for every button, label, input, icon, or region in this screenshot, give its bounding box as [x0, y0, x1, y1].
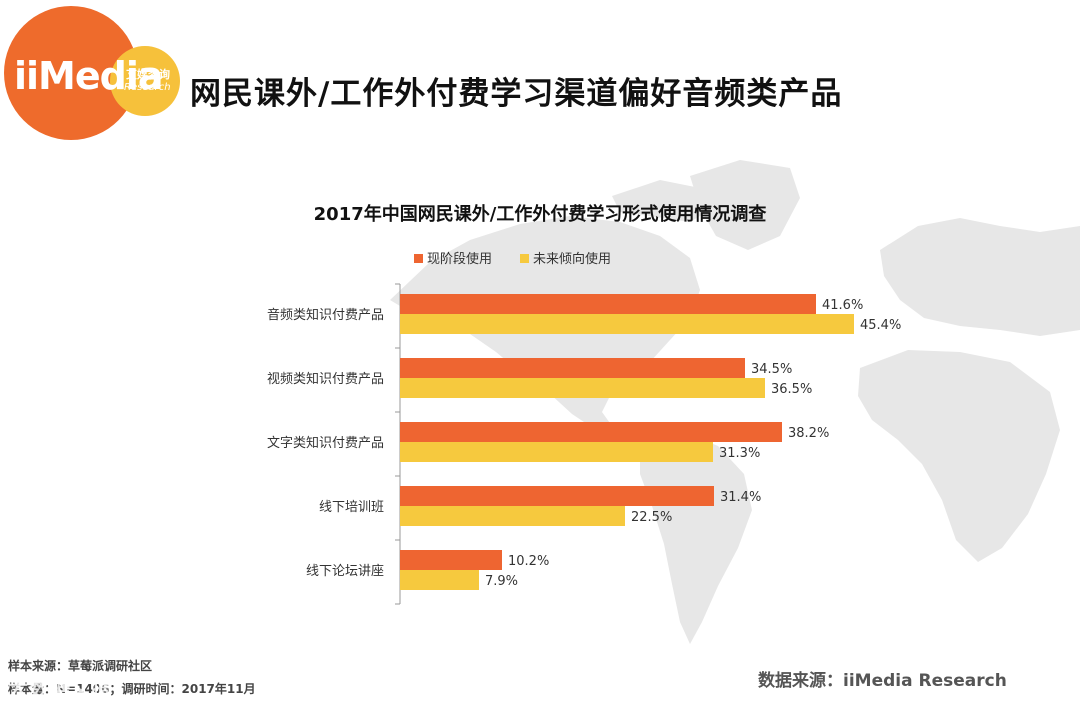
- sample-source: 样本来源：草莓派调研社区: [8, 659, 153, 673]
- value-label-0-1: 45.4%: [860, 318, 901, 333]
- logo-research: Research: [124, 82, 171, 93]
- value-label-4-0: 10.2%: [508, 554, 549, 569]
- category-label-2: 文字类知识付费产品: [267, 435, 384, 451]
- watermark-text: 大数据文摘: [8, 676, 113, 700]
- bar-2-0: [400, 422, 782, 442]
- bar-0-0: [400, 294, 816, 314]
- value-label-2-1: 31.3%: [719, 446, 760, 461]
- bar-1-0: [400, 358, 745, 378]
- bar-4-0: [400, 550, 502, 570]
- category-label-0: 音频类知识付费产品: [267, 307, 384, 323]
- bar-4-1: [400, 570, 479, 590]
- legend-label-1: 未来倾向使用: [533, 251, 611, 267]
- legend-label-0: 现阶段使用: [427, 251, 492, 267]
- chart-title: 2017年中国网民课外/工作外付费学习形式使用情况调查: [313, 204, 767, 225]
- value-label-2-0: 38.2%: [788, 426, 829, 441]
- legend-swatch-1: [520, 254, 529, 263]
- value-label-3-1: 22.5%: [631, 510, 672, 525]
- page-title: 网民课外/工作外付费学习渠道偏好音频类产品: [190, 76, 843, 112]
- iimedia-logo: iiMedia 艾媒咨询 Research: [0, 0, 190, 150]
- value-label-4-1: 7.9%: [485, 574, 518, 589]
- value-label-0-0: 41.6%: [822, 298, 863, 313]
- value-label-3-0: 31.4%: [720, 490, 761, 505]
- sample-size: 样本量：N=1406；调研时间：2017年11月: [8, 682, 256, 696]
- value-label-1-0: 34.5%: [751, 362, 792, 377]
- bar-2-1: [400, 442, 713, 462]
- bar-3-1: [400, 506, 625, 526]
- bar-1-1: [400, 378, 765, 398]
- logo-yellow-circle: [110, 46, 180, 116]
- logo-wordmark: iiMedia: [14, 54, 164, 98]
- data-source: 数据来源：iiMedia Research: [758, 671, 1007, 691]
- category-label-4: 线下论坛讲座: [306, 564, 384, 579]
- bar-0-1: [400, 314, 854, 334]
- legend-swatch-0: [414, 254, 423, 263]
- category-label-3: 线下培训班: [319, 499, 384, 515]
- category-label-1: 视频类知识付费产品: [267, 371, 384, 387]
- logo-cn-name: 艾媒咨询: [126, 68, 170, 81]
- bar-3-0: [400, 486, 714, 506]
- value-label-1-1: 36.5%: [771, 382, 812, 397]
